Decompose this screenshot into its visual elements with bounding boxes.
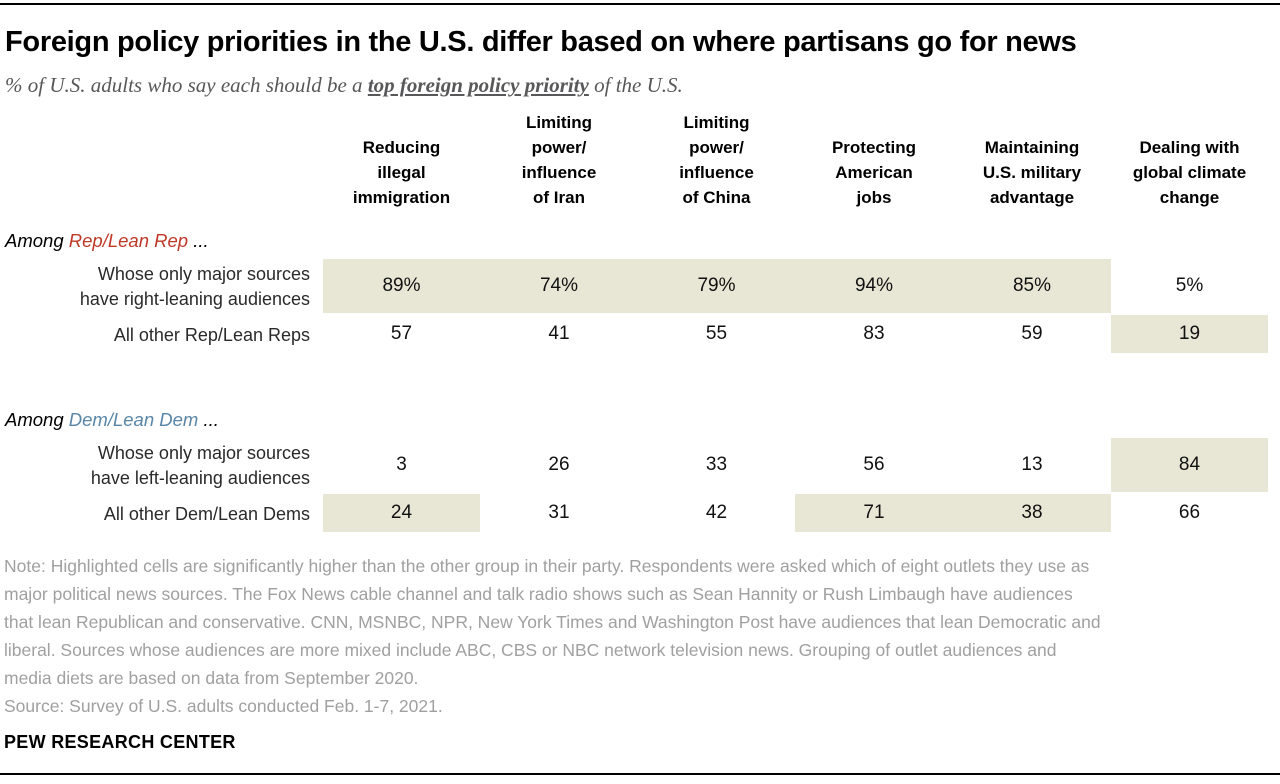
value-cell: 13: [953, 438, 1111, 495]
table-row-dem-other: All other Dem/Lean Dems 24 31 42 71 38 6…: [0, 494, 1268, 535]
value-cell: 33: [638, 438, 795, 495]
among-prefix: Among: [5, 230, 69, 252]
section-label-rep-text: Among Rep/Lean Rep ...: [0, 220, 1268, 259]
value-cell: 84: [1111, 438, 1268, 495]
value-cell: 41: [480, 315, 638, 356]
column-header-china: Limiting power/ influence of China: [679, 113, 754, 208]
value-cell: 5%: [1111, 259, 1268, 316]
among-suffix: ...: [198, 409, 219, 431]
header-row: Reducing illegal immigration Limiting po…: [0, 110, 1268, 220]
section-label-dem-text: Among Dem/Lean Dem ...: [0, 399, 1268, 438]
party-label-dem: Dem/Lean Dem: [68, 409, 199, 431]
among-prefix: Among: [5, 409, 69, 431]
page-title: Foreign policy priorities in the U.S. di…: [5, 26, 1077, 58]
data-table: Reducing illegal immigration Limiting po…: [0, 110, 1268, 535]
subtitle: % of U.S. adults who say each should be …: [5, 73, 1266, 98]
table-row-rep-right-leaning: Whose only major sources have right-lean…: [0, 259, 1268, 316]
value-cell: 74%: [480, 259, 638, 316]
column-header-climate: Dealing with global climate change: [1132, 138, 1247, 208]
top-rule: [0, 3, 1280, 5]
row-label: All other Rep/Lean Reps: [113, 324, 310, 345]
value-cell: 94%: [795, 259, 953, 316]
subtitle-prefix: % of U.S. adults who say each should be …: [5, 73, 368, 98]
header-spacer-cell: [0, 110, 323, 220]
source-text: Source: Survey of U.S. adults conducted …: [4, 696, 443, 717]
subtitle-emphasis: top foreign policy priority: [367, 73, 589, 98]
bottom-rule: [0, 773, 1280, 775]
value-cell: 57: [323, 315, 480, 356]
value-cell: 83: [795, 315, 953, 356]
row-label: Whose only major sources have left-leani…: [90, 443, 310, 489]
value-cell: 89%: [323, 259, 480, 316]
party-label-rep: Rep/Lean Rep: [68, 230, 189, 252]
section-label-dem: Among Dem/Lean Dem ...: [0, 399, 1268, 438]
table-row-rep-other: All other Rep/Lean Reps 57 41 55 83 59 1…: [0, 315, 1268, 356]
among-suffix: ...: [188, 230, 209, 252]
value-cell: 42: [638, 494, 795, 535]
column-header-jobs: Protecting American jobs: [831, 138, 917, 208]
value-cell: 55: [638, 315, 795, 356]
column-header-immigration: Reducing illegal immigration: [352, 138, 451, 208]
value-cell: 31: [480, 494, 638, 535]
value-cell: 59: [953, 315, 1111, 356]
column-header-military: Maintaining U.S. military advantage: [982, 138, 1082, 208]
column-header-iran: Limiting power/ influence of Iran: [521, 113, 597, 208]
value-cell: 79%: [638, 259, 795, 316]
brand-footer: PEW RESEARCH CENTER: [4, 732, 236, 753]
value-cell: 66: [1111, 494, 1268, 535]
value-cell: 19: [1111, 315, 1268, 356]
value-cell: 3: [323, 438, 480, 495]
row-label: Whose only major sources have right-lean…: [79, 264, 310, 310]
group-spacer: [0, 355, 1268, 399]
row-label: All other Dem/Lean Dems: [103, 503, 310, 524]
table-row-dem-left-leaning: Whose only major sources have left-leani…: [0, 438, 1268, 495]
subtitle-suffix: of the U.S.: [588, 73, 683, 98]
value-cell: 24: [323, 494, 480, 535]
value-cell: 85%: [953, 259, 1111, 316]
value-cell: 38: [953, 494, 1111, 535]
section-label-rep: Among Rep/Lean Rep ...: [0, 220, 1268, 259]
value-cell: 26: [480, 438, 638, 495]
note-text: Note: Highlighted cells are significantl…: [4, 556, 1101, 689]
value-cell: 71: [795, 494, 953, 535]
value-cell: 56: [795, 438, 953, 495]
